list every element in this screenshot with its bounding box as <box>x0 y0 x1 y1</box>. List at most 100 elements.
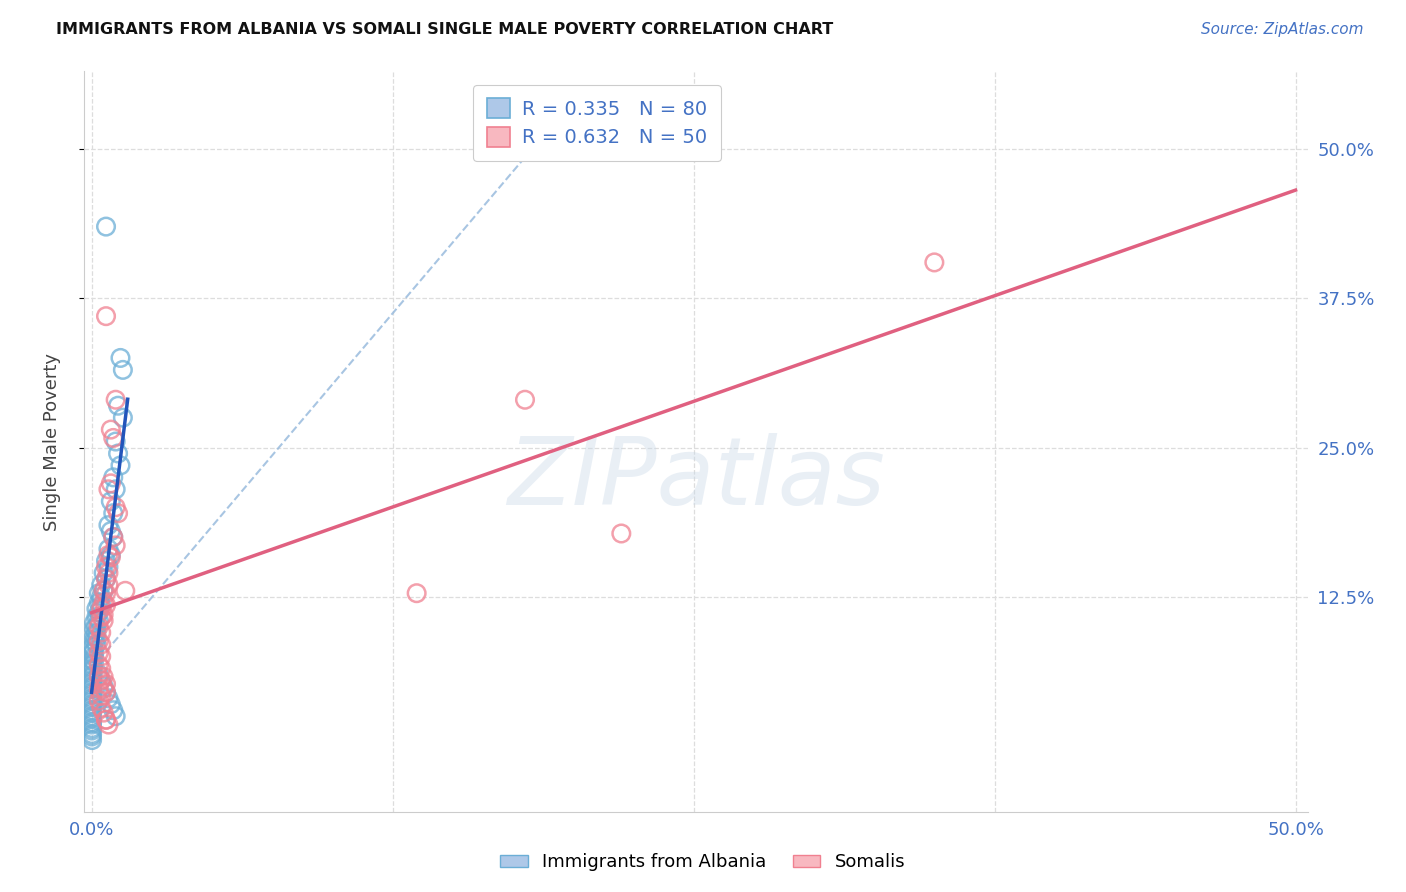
Point <box>97 548 120 562</box>
Point <box>82 679 104 693</box>
Point <box>513 392 536 407</box>
Point <box>97 560 120 574</box>
Point <box>80 717 103 731</box>
Point <box>87 586 110 600</box>
Point <box>111 410 134 425</box>
Point <box>80 733 103 747</box>
Point <box>93 607 115 622</box>
Point <box>103 530 125 544</box>
Point <box>107 446 129 460</box>
Point <box>103 470 125 484</box>
Point <box>104 500 127 515</box>
Point <box>100 494 122 508</box>
Point <box>80 727 103 741</box>
Point <box>87 670 110 684</box>
Point <box>90 598 112 612</box>
Point <box>83 643 105 657</box>
Point <box>103 703 125 717</box>
Point <box>103 530 125 544</box>
Point <box>405 586 427 600</box>
Point <box>100 550 122 565</box>
Point <box>93 596 115 610</box>
Point <box>83 622 105 636</box>
Point <box>103 506 125 520</box>
Point <box>104 709 127 723</box>
Point <box>94 685 117 699</box>
Point <box>87 646 110 660</box>
Point <box>97 691 120 706</box>
Point <box>94 685 117 699</box>
Point <box>107 399 129 413</box>
Point <box>90 661 112 675</box>
Point <box>90 610 112 624</box>
Point <box>94 219 117 234</box>
Point <box>82 661 104 675</box>
Point <box>93 583 115 598</box>
Point <box>80 721 103 735</box>
Point <box>100 423 122 437</box>
Point <box>90 590 112 604</box>
Point <box>93 670 115 684</box>
Point <box>97 717 120 731</box>
Point <box>610 526 633 541</box>
Point <box>90 625 112 640</box>
Point <box>94 713 117 727</box>
Point <box>83 634 105 648</box>
Legend: R = 0.335   N = 80, R = 0.632   N = 50: R = 0.335 N = 80, R = 0.632 N = 50 <box>474 85 721 161</box>
Point <box>90 689 112 703</box>
Point <box>104 538 127 552</box>
Point <box>87 614 110 628</box>
Point <box>94 677 117 691</box>
Point <box>86 601 108 615</box>
Point <box>86 632 108 646</box>
Point <box>83 629 105 643</box>
Point <box>111 363 134 377</box>
Point <box>80 688 103 702</box>
Point <box>86 638 108 652</box>
Point <box>100 548 122 562</box>
Text: ZIPatlas: ZIPatlas <box>508 433 884 524</box>
Point <box>80 706 103 720</box>
Point <box>94 586 117 600</box>
Point <box>93 583 115 598</box>
Point <box>97 483 120 497</box>
Point <box>107 506 129 520</box>
Point <box>924 255 946 269</box>
Point <box>80 698 103 712</box>
Point <box>90 701 112 715</box>
Point <box>86 625 108 640</box>
Point <box>100 524 122 538</box>
Point <box>83 649 105 664</box>
Point <box>100 698 122 712</box>
Point <box>80 699 103 714</box>
Point <box>80 675 103 690</box>
Text: Source: ZipAtlas.com: Source: ZipAtlas.com <box>1201 22 1364 37</box>
Point <box>110 458 132 473</box>
Point <box>83 615 105 630</box>
Point <box>103 431 125 445</box>
Point <box>104 392 127 407</box>
Point <box>82 664 104 678</box>
Point <box>82 640 104 654</box>
Point <box>80 712 103 726</box>
Point <box>80 703 103 717</box>
Point <box>87 667 110 681</box>
Point <box>86 610 108 624</box>
Y-axis label: Single Male Poverty: Single Male Poverty <box>42 352 60 531</box>
Point <box>80 723 103 738</box>
Point <box>93 614 115 628</box>
Point <box>87 681 110 696</box>
Point <box>87 619 110 633</box>
Point <box>94 554 117 568</box>
Point <box>87 657 110 672</box>
Point <box>94 713 117 727</box>
Point <box>93 681 115 696</box>
Point <box>90 649 112 664</box>
Point <box>90 578 112 592</box>
Point <box>94 572 117 586</box>
Point <box>83 656 105 670</box>
Point <box>97 518 120 533</box>
Point <box>110 351 132 365</box>
Point <box>104 483 127 497</box>
Point <box>93 706 115 720</box>
